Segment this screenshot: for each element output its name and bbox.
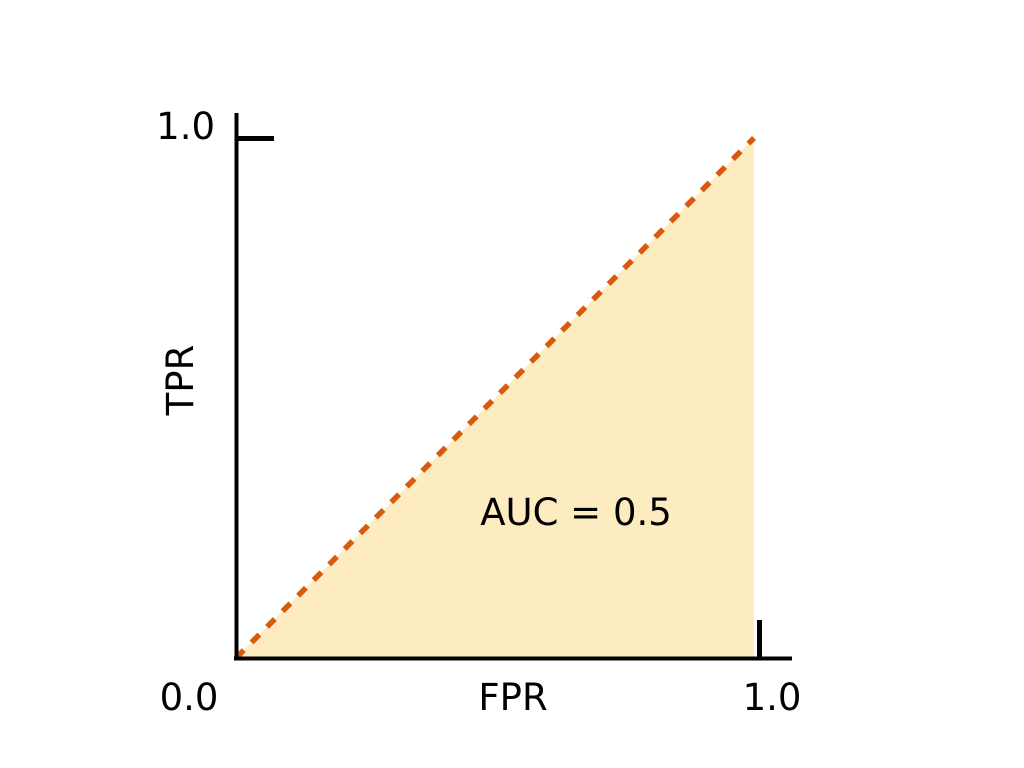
y-axis-label: TPR <box>159 345 202 417</box>
x-tick-label-1: 1.0 <box>743 676 802 719</box>
y-tick-label-1: 1.0 <box>156 105 215 148</box>
auc-annotation: AUC = 0.5 <box>480 491 672 534</box>
x-tick-label-0: 0.0 <box>160 676 219 719</box>
x-axis-label: FPR <box>478 676 547 719</box>
